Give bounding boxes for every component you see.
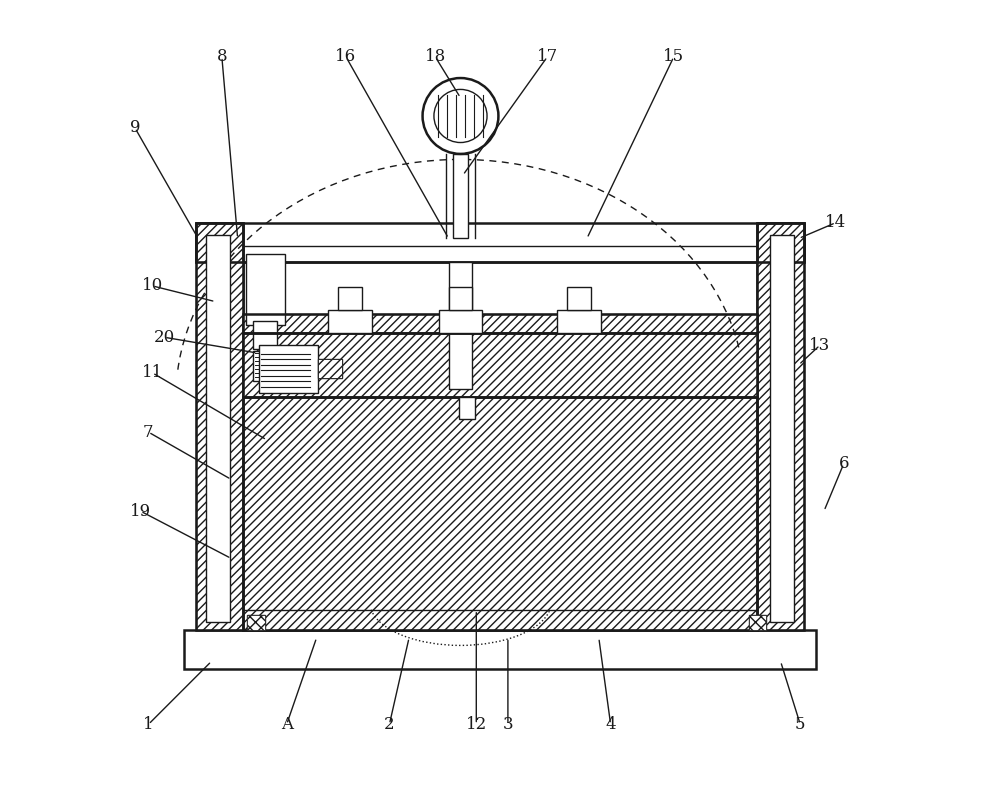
Bar bbox=[318, 359, 342, 378]
Text: 8: 8 bbox=[217, 48, 227, 65]
Bar bbox=[243, 333, 757, 396]
Bar bbox=[757, 223, 804, 262]
Bar bbox=[196, 223, 243, 630]
Bar bbox=[196, 223, 804, 262]
Bar bbox=[184, 630, 816, 669]
Bar bbox=[557, 309, 601, 333]
Bar bbox=[253, 321, 277, 349]
Bar bbox=[243, 396, 757, 630]
Text: 1: 1 bbox=[143, 716, 154, 733]
Bar bbox=[318, 359, 342, 378]
Text: A: A bbox=[281, 716, 293, 733]
Bar bbox=[453, 154, 468, 239]
Bar bbox=[749, 615, 766, 630]
Bar bbox=[243, 333, 757, 396]
Text: 7: 7 bbox=[143, 423, 154, 441]
Text: 13: 13 bbox=[809, 337, 831, 354]
Text: 19: 19 bbox=[130, 503, 151, 519]
Text: 9: 9 bbox=[130, 119, 140, 136]
Bar bbox=[459, 396, 475, 419]
Bar bbox=[757, 223, 804, 630]
Bar bbox=[449, 287, 472, 309]
Text: 2: 2 bbox=[384, 716, 395, 733]
Text: 3: 3 bbox=[503, 716, 513, 733]
Bar bbox=[206, 235, 230, 622]
Text: 12: 12 bbox=[466, 716, 487, 733]
Bar bbox=[449, 262, 472, 389]
Text: 14: 14 bbox=[825, 214, 846, 231]
Bar bbox=[328, 309, 372, 333]
Text: 5: 5 bbox=[795, 716, 806, 733]
Bar bbox=[247, 615, 265, 630]
Bar bbox=[770, 235, 794, 622]
Bar bbox=[243, 396, 757, 630]
Bar bbox=[243, 313, 757, 333]
Text: 17: 17 bbox=[537, 48, 558, 65]
Bar bbox=[757, 223, 804, 630]
Bar bbox=[253, 351, 277, 381]
Bar bbox=[749, 615, 766, 630]
Bar bbox=[246, 255, 285, 325]
Bar bbox=[247, 615, 265, 630]
Text: 4: 4 bbox=[605, 716, 616, 733]
Text: 10: 10 bbox=[142, 278, 163, 294]
Bar bbox=[196, 223, 243, 262]
Bar bbox=[196, 223, 243, 262]
Bar bbox=[243, 313, 757, 333]
Bar bbox=[196, 223, 243, 630]
Bar bbox=[259, 345, 318, 393]
Text: 20: 20 bbox=[154, 329, 175, 346]
Text: 11: 11 bbox=[142, 364, 163, 381]
Text: 15: 15 bbox=[663, 48, 684, 65]
Bar bbox=[567, 287, 591, 309]
Bar bbox=[338, 287, 362, 309]
Bar bbox=[439, 309, 482, 333]
Text: 6: 6 bbox=[838, 455, 849, 472]
Text: 18: 18 bbox=[425, 48, 446, 65]
Text: 16: 16 bbox=[335, 48, 356, 65]
Bar bbox=[757, 223, 804, 262]
